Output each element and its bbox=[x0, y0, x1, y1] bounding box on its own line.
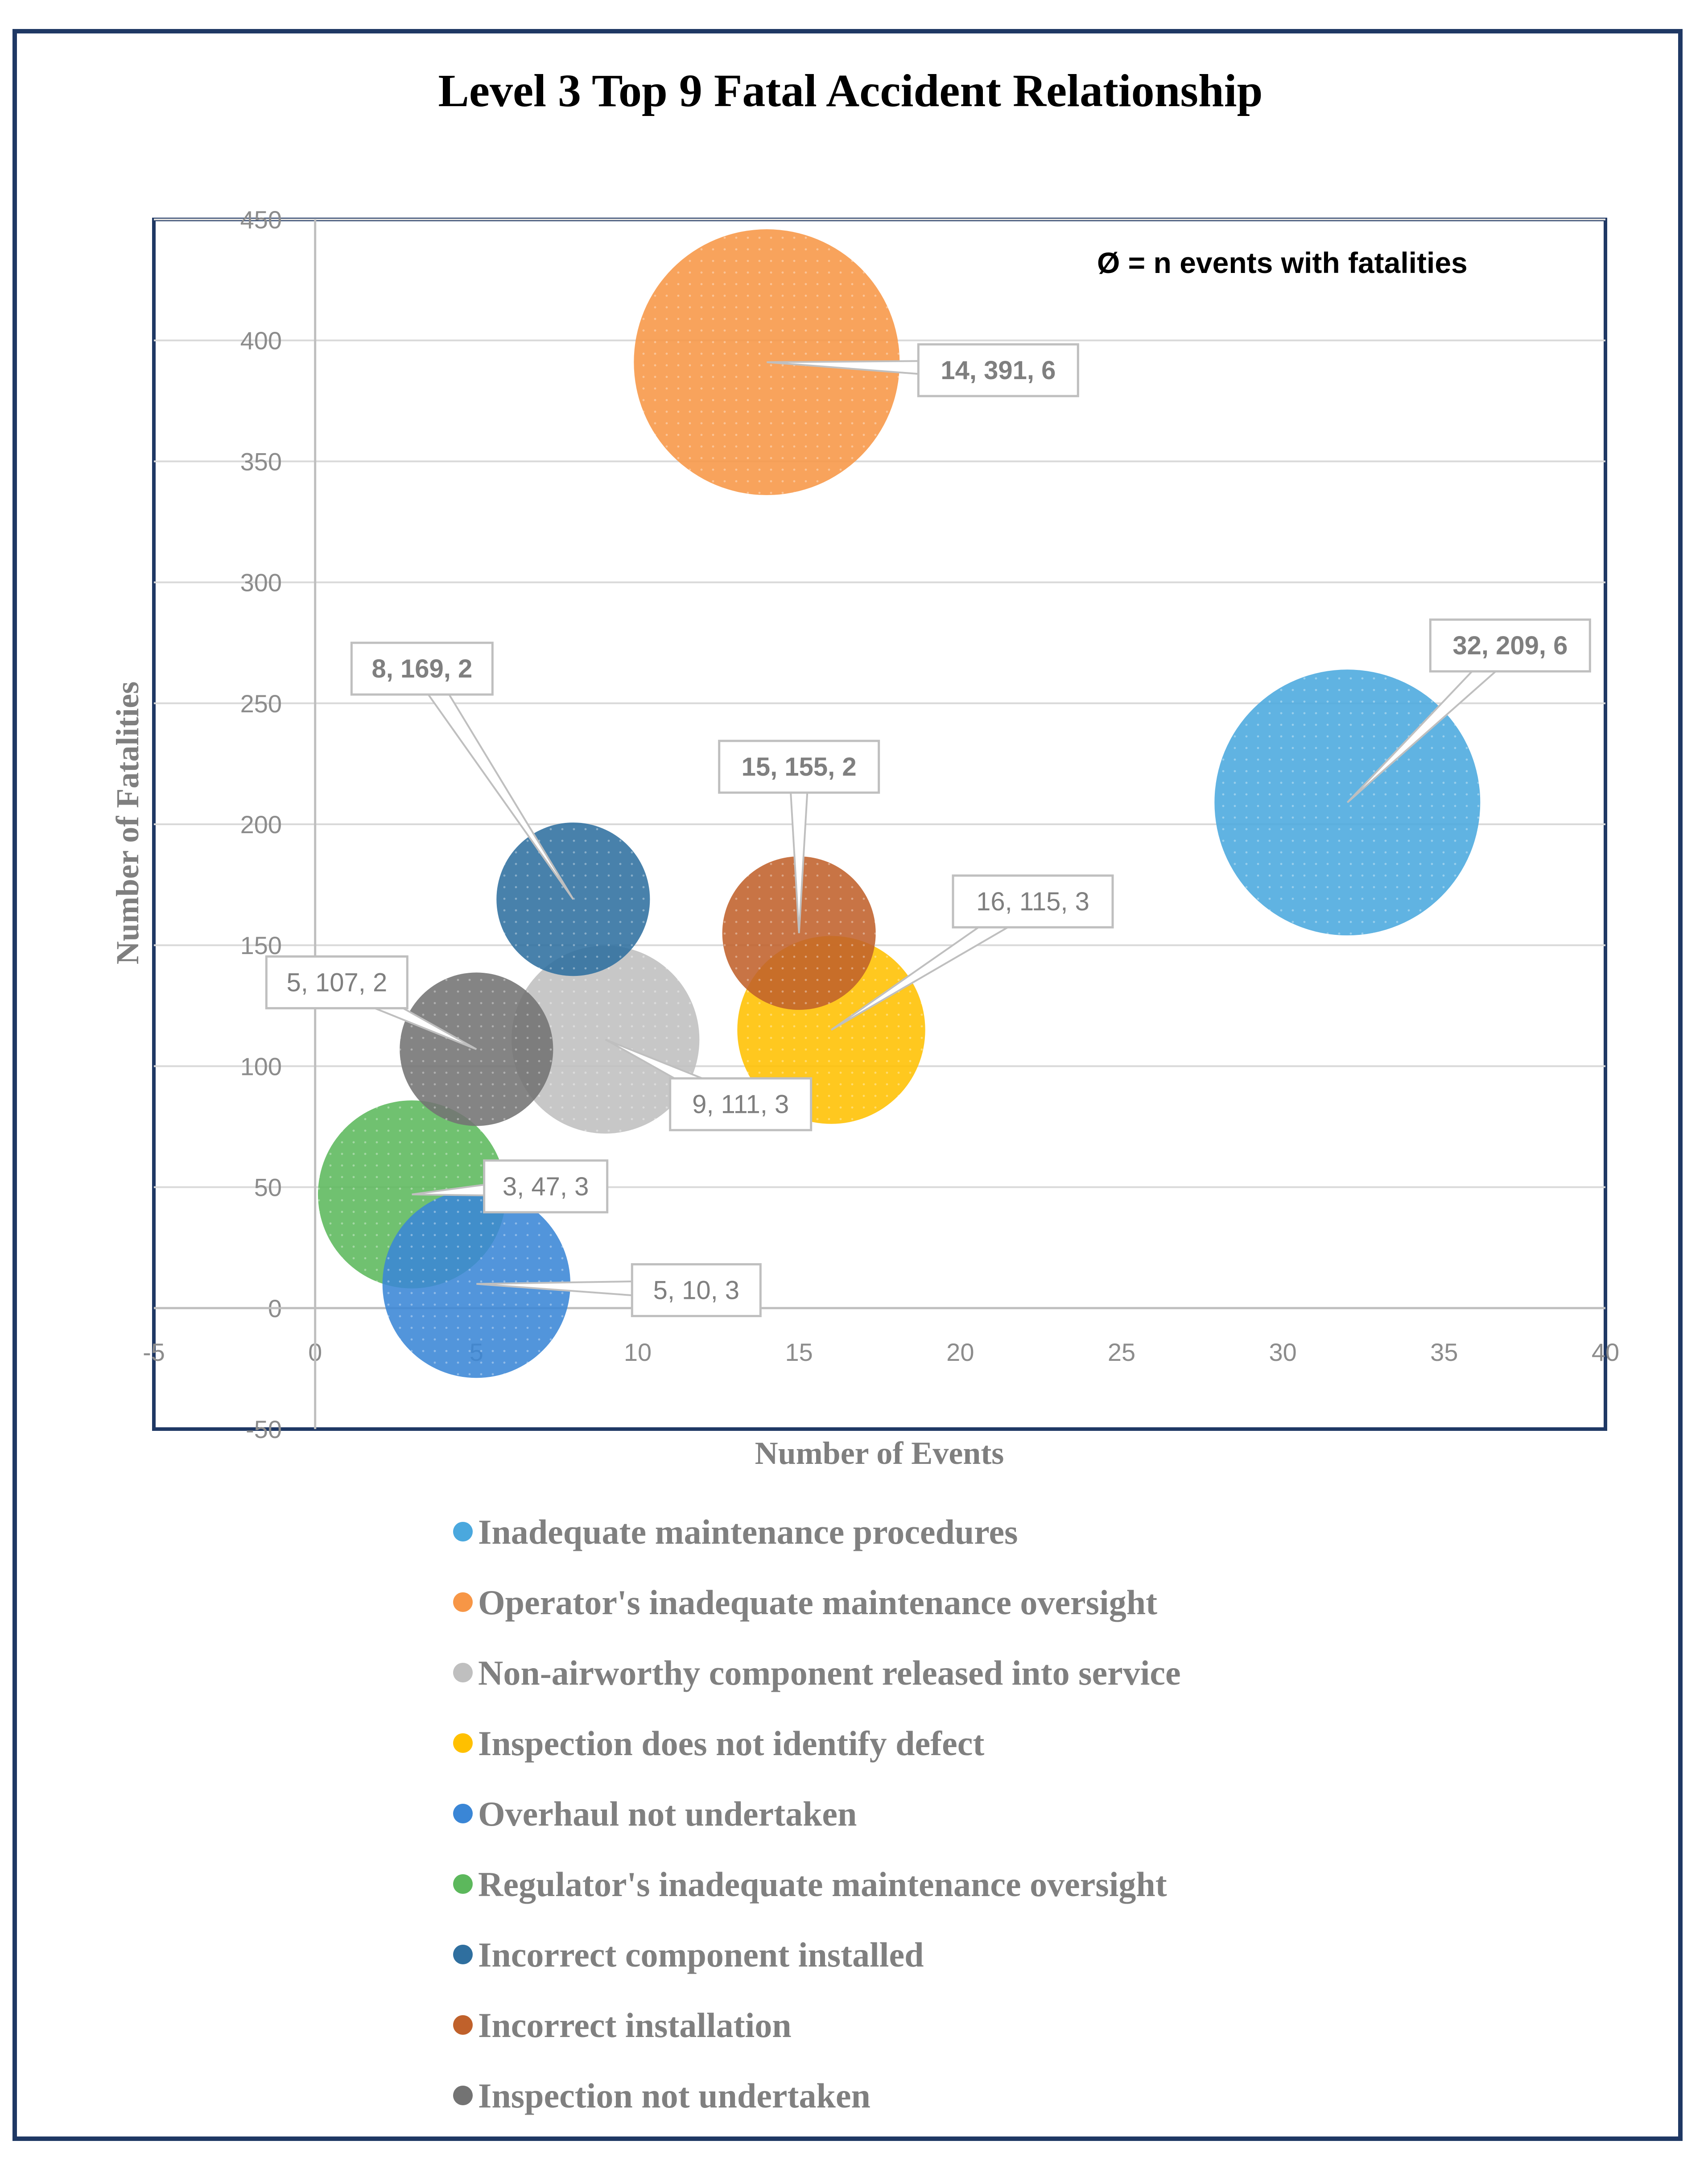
x-tick-label: 35 bbox=[1430, 1338, 1458, 1366]
legend-entry: Regulator's inadequate maintenance overs… bbox=[478, 1865, 1167, 1904]
size-note: Ø = n events with fatalities bbox=[1097, 246, 1468, 279]
label-box bbox=[952, 874, 1114, 929]
data-label: 5, 10, 3 bbox=[653, 1276, 739, 1305]
data-label: 15, 155, 2 bbox=[742, 752, 857, 781]
legend: Inadequate maintenance procedures Operato… bbox=[453, 1512, 1181, 2115]
data-label: 8, 169, 2 bbox=[371, 654, 472, 683]
legend-marker bbox=[453, 2086, 473, 2105]
legend-entry: Incorrect installation bbox=[478, 2006, 792, 2045]
x-tick-label: 25 bbox=[1108, 1338, 1135, 1366]
y-tick-label: 250 bbox=[240, 690, 282, 718]
data-label: 9, 111, 3 bbox=[692, 1090, 789, 1119]
y-tick-label: 150 bbox=[240, 931, 282, 959]
legend-entry: Inspection does not identify defect bbox=[478, 1724, 984, 1763]
y-tick-label: 300 bbox=[240, 569, 282, 597]
x-tick-label: 30 bbox=[1269, 1338, 1297, 1366]
legend-entry: Operator's inadequate maintenance oversi… bbox=[478, 1583, 1157, 1622]
label-leader bbox=[413, 662, 574, 900]
legend-marker bbox=[453, 1733, 473, 1753]
y-tick-label: 400 bbox=[240, 326, 282, 355]
data-label: 32, 209, 6 bbox=[1452, 631, 1568, 660]
x-tick-label: -5 bbox=[143, 1338, 165, 1366]
x-tick-label: 15 bbox=[785, 1338, 813, 1366]
legend-entry: Inspection not undertaken bbox=[478, 2076, 871, 2115]
label-box bbox=[718, 740, 880, 794]
legend-marker bbox=[453, 1663, 473, 1682]
data-label: 14, 391, 6 bbox=[941, 356, 1056, 385]
label-box bbox=[1429, 618, 1591, 673]
x-tick-label: 20 bbox=[946, 1338, 974, 1366]
y-axis-title: Number of Fatalities bbox=[110, 682, 145, 965]
data-label: 5, 107, 2 bbox=[286, 968, 387, 997]
x-tick-label: 10 bbox=[624, 1338, 652, 1366]
legend-marker bbox=[453, 1945, 473, 1964]
legend-entry: Overhaul not undertaken bbox=[478, 1794, 857, 1833]
data-label: 16, 115, 3 bbox=[976, 887, 1089, 916]
x-tick-label: 40 bbox=[1592, 1338, 1619, 1366]
data-labels: 32, 209, 6 14, 391, 6 9, 111, 3 16, 115, 3 5… bbox=[265, 343, 1591, 1318]
x-axis-title: Number of Events bbox=[755, 1435, 1004, 1471]
y-tick-label: -50 bbox=[246, 1415, 282, 1443]
legend-marker bbox=[453, 1522, 473, 1541]
y-tick-label: 50 bbox=[254, 1174, 282, 1202]
data-label: 3, 47, 3 bbox=[503, 1172, 589, 1201]
legend-marker bbox=[453, 1874, 473, 1894]
legend-marker bbox=[453, 1804, 473, 1823]
outer-frame bbox=[12, 29, 1683, 2141]
label-box bbox=[631, 1263, 762, 1318]
y-tick-label: 200 bbox=[240, 810, 282, 839]
legend-entry: Inadequate maintenance procedures bbox=[478, 1512, 1018, 1551]
label-box bbox=[350, 641, 494, 696]
legend-entry: Non-airworthy component released into se… bbox=[478, 1653, 1181, 1692]
label-box bbox=[483, 1159, 609, 1214]
y-tick-label: 350 bbox=[240, 447, 282, 475]
y-tick-label: 100 bbox=[240, 1052, 282, 1080]
y-tick-label: 450 bbox=[240, 206, 282, 234]
axes: -50050100150200250300350400450-505101520… bbox=[143, 206, 1619, 1443]
label-box bbox=[917, 343, 1079, 397]
legend-marker bbox=[453, 1592, 473, 1612]
label-box bbox=[669, 1077, 813, 1132]
legend-marker bbox=[453, 2015, 473, 2035]
legend-entry: Incorrect component installed bbox=[478, 1935, 924, 1974]
chart-title: Level 3 Top 9 Fatal Accident Relationshi… bbox=[438, 65, 1262, 116]
label-box bbox=[265, 955, 408, 1009]
